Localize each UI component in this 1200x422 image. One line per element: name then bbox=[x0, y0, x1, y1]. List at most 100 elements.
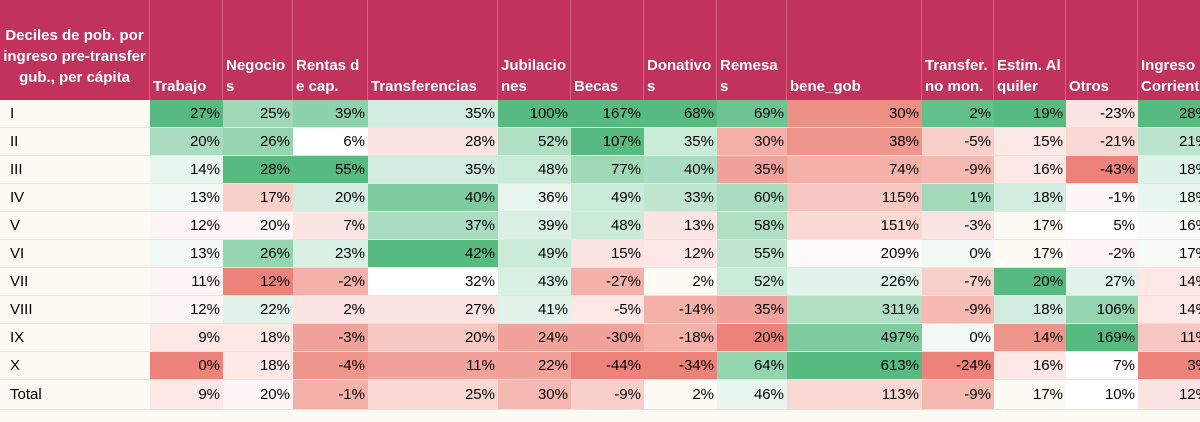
table-cell: 13% bbox=[150, 240, 223, 268]
row-label: VIII bbox=[0, 296, 150, 324]
table-cell: -27% bbox=[571, 268, 644, 296]
table-cell: 20% bbox=[293, 184, 368, 212]
table-row: VIII 12% 22% 2% 27% 41% -5% -14% 35% 311% -9% 18% 10… bbox=[0, 296, 1200, 324]
table-row: IV 13% 17% 20% 40% 36% 49% 33% 60% 115% 1% 18% -1% 18… bbox=[0, 184, 1200, 212]
table-cell: 40% bbox=[644, 156, 717, 184]
table-cell: 12% bbox=[150, 212, 223, 240]
row-label: V bbox=[0, 212, 150, 240]
table-cell: 52% bbox=[717, 268, 787, 296]
table-cell: 209% bbox=[787, 240, 922, 268]
table-row: III 14% 28% 55% 35% 48% 77% 40% 35% 74% -9% 16% -43%… bbox=[0, 156, 1200, 184]
table-cell: 1% bbox=[922, 184, 994, 212]
table-cell: 11% bbox=[368, 352, 498, 380]
table-cell: 2% bbox=[644, 268, 717, 296]
table-cell: 43% bbox=[498, 268, 571, 296]
table-cell: 15% bbox=[571, 240, 644, 268]
table-cell: 22% bbox=[223, 296, 293, 324]
table-cell: 25% bbox=[368, 380, 498, 410]
column-header: Donativos bbox=[644, 0, 717, 100]
table-row: II 20% 26% 6% 28% 52% 107% 35% 30% 38% -5% 15% -21% 2… bbox=[0, 128, 1200, 156]
table-cell: 14% bbox=[150, 156, 223, 184]
table-cell: 18% bbox=[1138, 156, 1200, 184]
table-cell: 26% bbox=[223, 128, 293, 156]
table-cell: -3% bbox=[293, 324, 368, 352]
table-cell: 28% bbox=[1138, 100, 1200, 128]
table-cell: 107% bbox=[571, 128, 644, 156]
table-cell: 15% bbox=[994, 128, 1066, 156]
table-cell: 9% bbox=[150, 380, 223, 410]
column-header: Becas bbox=[571, 0, 644, 100]
table-cell: 35% bbox=[368, 100, 498, 128]
table-cell: -21% bbox=[1066, 128, 1138, 156]
table-cell: 49% bbox=[571, 184, 644, 212]
table-cell: 0% bbox=[922, 240, 994, 268]
table-cell: 17% bbox=[1138, 240, 1200, 268]
table-cell: 13% bbox=[150, 184, 223, 212]
table-cell: 58% bbox=[717, 212, 787, 240]
table-cell: 21% bbox=[1138, 128, 1200, 156]
table-cell: 32% bbox=[368, 268, 498, 296]
table-cell: 24% bbox=[498, 324, 571, 352]
table-row: IX 9% 18% -3% 20% 24% -30% -18% 20% 497% 0% 14% 169%… bbox=[0, 324, 1200, 352]
table-cell: 23% bbox=[293, 240, 368, 268]
table-cell: 25% bbox=[223, 100, 293, 128]
row-label: IX bbox=[0, 324, 150, 352]
table-cell: 17% bbox=[223, 184, 293, 212]
table-cell: -2% bbox=[1066, 240, 1138, 268]
table-cell: 16% bbox=[994, 352, 1066, 380]
table-cell: 0% bbox=[150, 352, 223, 380]
table-cell: -4% bbox=[293, 352, 368, 380]
table-row: VI 13% 26% 23% 42% 49% 15% 12% 55% 209% 0% 17% -2% 17… bbox=[0, 240, 1200, 268]
row-label: III bbox=[0, 156, 150, 184]
table-cell: 2% bbox=[922, 100, 994, 128]
table-cell: 20% bbox=[994, 268, 1066, 296]
table-cell: 167% bbox=[571, 100, 644, 128]
table-cell: 2% bbox=[644, 380, 717, 410]
row-label: I bbox=[0, 100, 150, 128]
table-cell: -9% bbox=[571, 380, 644, 410]
table-cell: -1% bbox=[1066, 184, 1138, 212]
table-cell: 14% bbox=[1138, 268, 1200, 296]
table-cell: 113% bbox=[787, 380, 922, 410]
table-cell: -34% bbox=[644, 352, 717, 380]
table-cell: -18% bbox=[644, 324, 717, 352]
table-cell: 48% bbox=[571, 212, 644, 240]
table-cell: 26% bbox=[223, 240, 293, 268]
table-cell: 613% bbox=[787, 352, 922, 380]
deciles-table: Deciles de pob. por ingreso pre-transfer… bbox=[0, 0, 1200, 410]
table-cell: 55% bbox=[717, 240, 787, 268]
table-cell: -7% bbox=[922, 268, 994, 296]
table-cell: 27% bbox=[1066, 268, 1138, 296]
table-cell: 35% bbox=[717, 296, 787, 324]
table-cell: 36% bbox=[498, 184, 571, 212]
table-cell: 33% bbox=[644, 184, 717, 212]
table-cell: 30% bbox=[787, 100, 922, 128]
table-cell: 17% bbox=[994, 380, 1066, 410]
table-cell: 52% bbox=[498, 128, 571, 156]
table-cell: 497% bbox=[787, 324, 922, 352]
table-cell: 28% bbox=[368, 128, 498, 156]
table-row: V12%20%7%37%39%48%13%58%151%-3%17%5%16% bbox=[0, 212, 1200, 240]
table-cell: 151% bbox=[787, 212, 922, 240]
table-cell: 30% bbox=[498, 380, 571, 410]
table-cell: -9% bbox=[922, 156, 994, 184]
row-label: X bbox=[0, 352, 150, 380]
row-label: VI bbox=[0, 240, 150, 268]
header-row: Deciles de pob. por ingreso pre-transfer… bbox=[0, 0, 1200, 100]
table-cell: 38% bbox=[787, 128, 922, 156]
table-cell: -24% bbox=[922, 352, 994, 380]
table-cell: 18% bbox=[994, 184, 1066, 212]
table-cell: 12% bbox=[223, 268, 293, 296]
column-header: Remesas bbox=[717, 0, 787, 100]
table-cell: 20% bbox=[223, 212, 293, 240]
table-cell: 18% bbox=[1138, 184, 1200, 212]
column-header: Negocios bbox=[223, 0, 293, 100]
table-cell: 64% bbox=[717, 352, 787, 380]
table-cell: 18% bbox=[223, 352, 293, 380]
table-cell: -23% bbox=[1066, 100, 1138, 128]
table-cell: 30% bbox=[717, 128, 787, 156]
table-cell: 48% bbox=[498, 156, 571, 184]
table-cell: 14% bbox=[1138, 296, 1200, 324]
table-cell: 5% bbox=[1066, 212, 1138, 240]
table-row: I 27% 25% 39% 35% 100% 167% 68% 69% 30% 2% 19% -23% 2… bbox=[0, 100, 1200, 128]
